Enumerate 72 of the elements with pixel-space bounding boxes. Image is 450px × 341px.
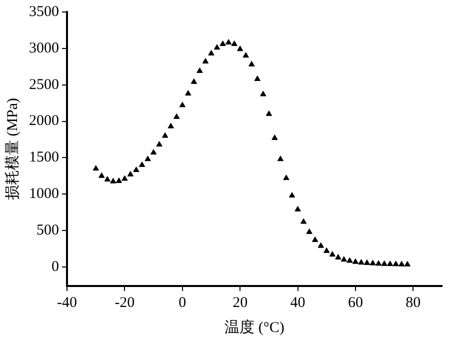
point [231,40,238,46]
x-tick-label: 20 [232,294,248,311]
point [375,260,382,266]
point [398,260,405,266]
y-tick-label: 1000 [29,186,59,202]
point [208,50,214,56]
point [381,260,388,266]
point [122,175,128,181]
point [116,178,122,183]
point [144,156,151,162]
point [358,259,364,265]
point [266,110,272,116]
y-tick-label: 2500 [29,76,59,93]
point [386,260,394,266]
y-tick-label: 2000 [29,113,59,130]
point [138,161,146,167]
y-tick-label: 3500 [29,4,59,20]
y-tick-label: 3000 [29,40,59,56]
point [272,134,278,140]
point [346,257,353,263]
y-axis-title: 损耗模量 (MPa) [4,98,21,200]
point [352,258,359,264]
point [156,141,162,147]
point [260,90,266,96]
point [220,40,226,46]
x-tick-label: 80 [406,294,421,311]
point [236,46,244,52]
point [288,192,296,198]
point [127,170,134,176]
x-tick-label: 40 [290,294,306,311]
point [248,60,255,66]
point [190,78,198,84]
point [225,39,232,45]
y-tick-label: 1500 [29,150,59,166]
point [324,247,330,253]
x-tick-label: 60 [348,294,363,311]
point [98,172,105,178]
point [329,251,336,257]
x-tick-label: -40 [57,294,77,311]
y-tick-label: 500 [36,222,59,239]
point [202,58,209,64]
point [312,236,318,242]
point [392,260,399,266]
point [196,67,203,73]
point [364,259,370,265]
point [214,44,220,50]
point [370,260,376,266]
x-axis-title: 温度 (°C) [224,318,284,336]
point [254,75,260,81]
point [168,122,174,128]
point [174,113,180,119]
x-tick-label: 0 [178,294,186,311]
point [306,228,312,234]
point [300,218,307,224]
point [133,166,140,172]
point [283,174,290,180]
point [404,260,410,266]
point [104,176,110,182]
point [335,254,342,260]
point [92,165,99,171]
point [150,149,157,155]
point [242,52,249,58]
point [179,102,186,108]
point [162,132,168,138]
point [110,178,116,184]
point [277,156,284,162]
y-tick-label: 0 [52,258,59,275]
point [318,242,324,248]
point [340,256,348,262]
point [294,206,301,212]
x-tick-label: -20 [114,294,135,311]
point [185,90,192,96]
